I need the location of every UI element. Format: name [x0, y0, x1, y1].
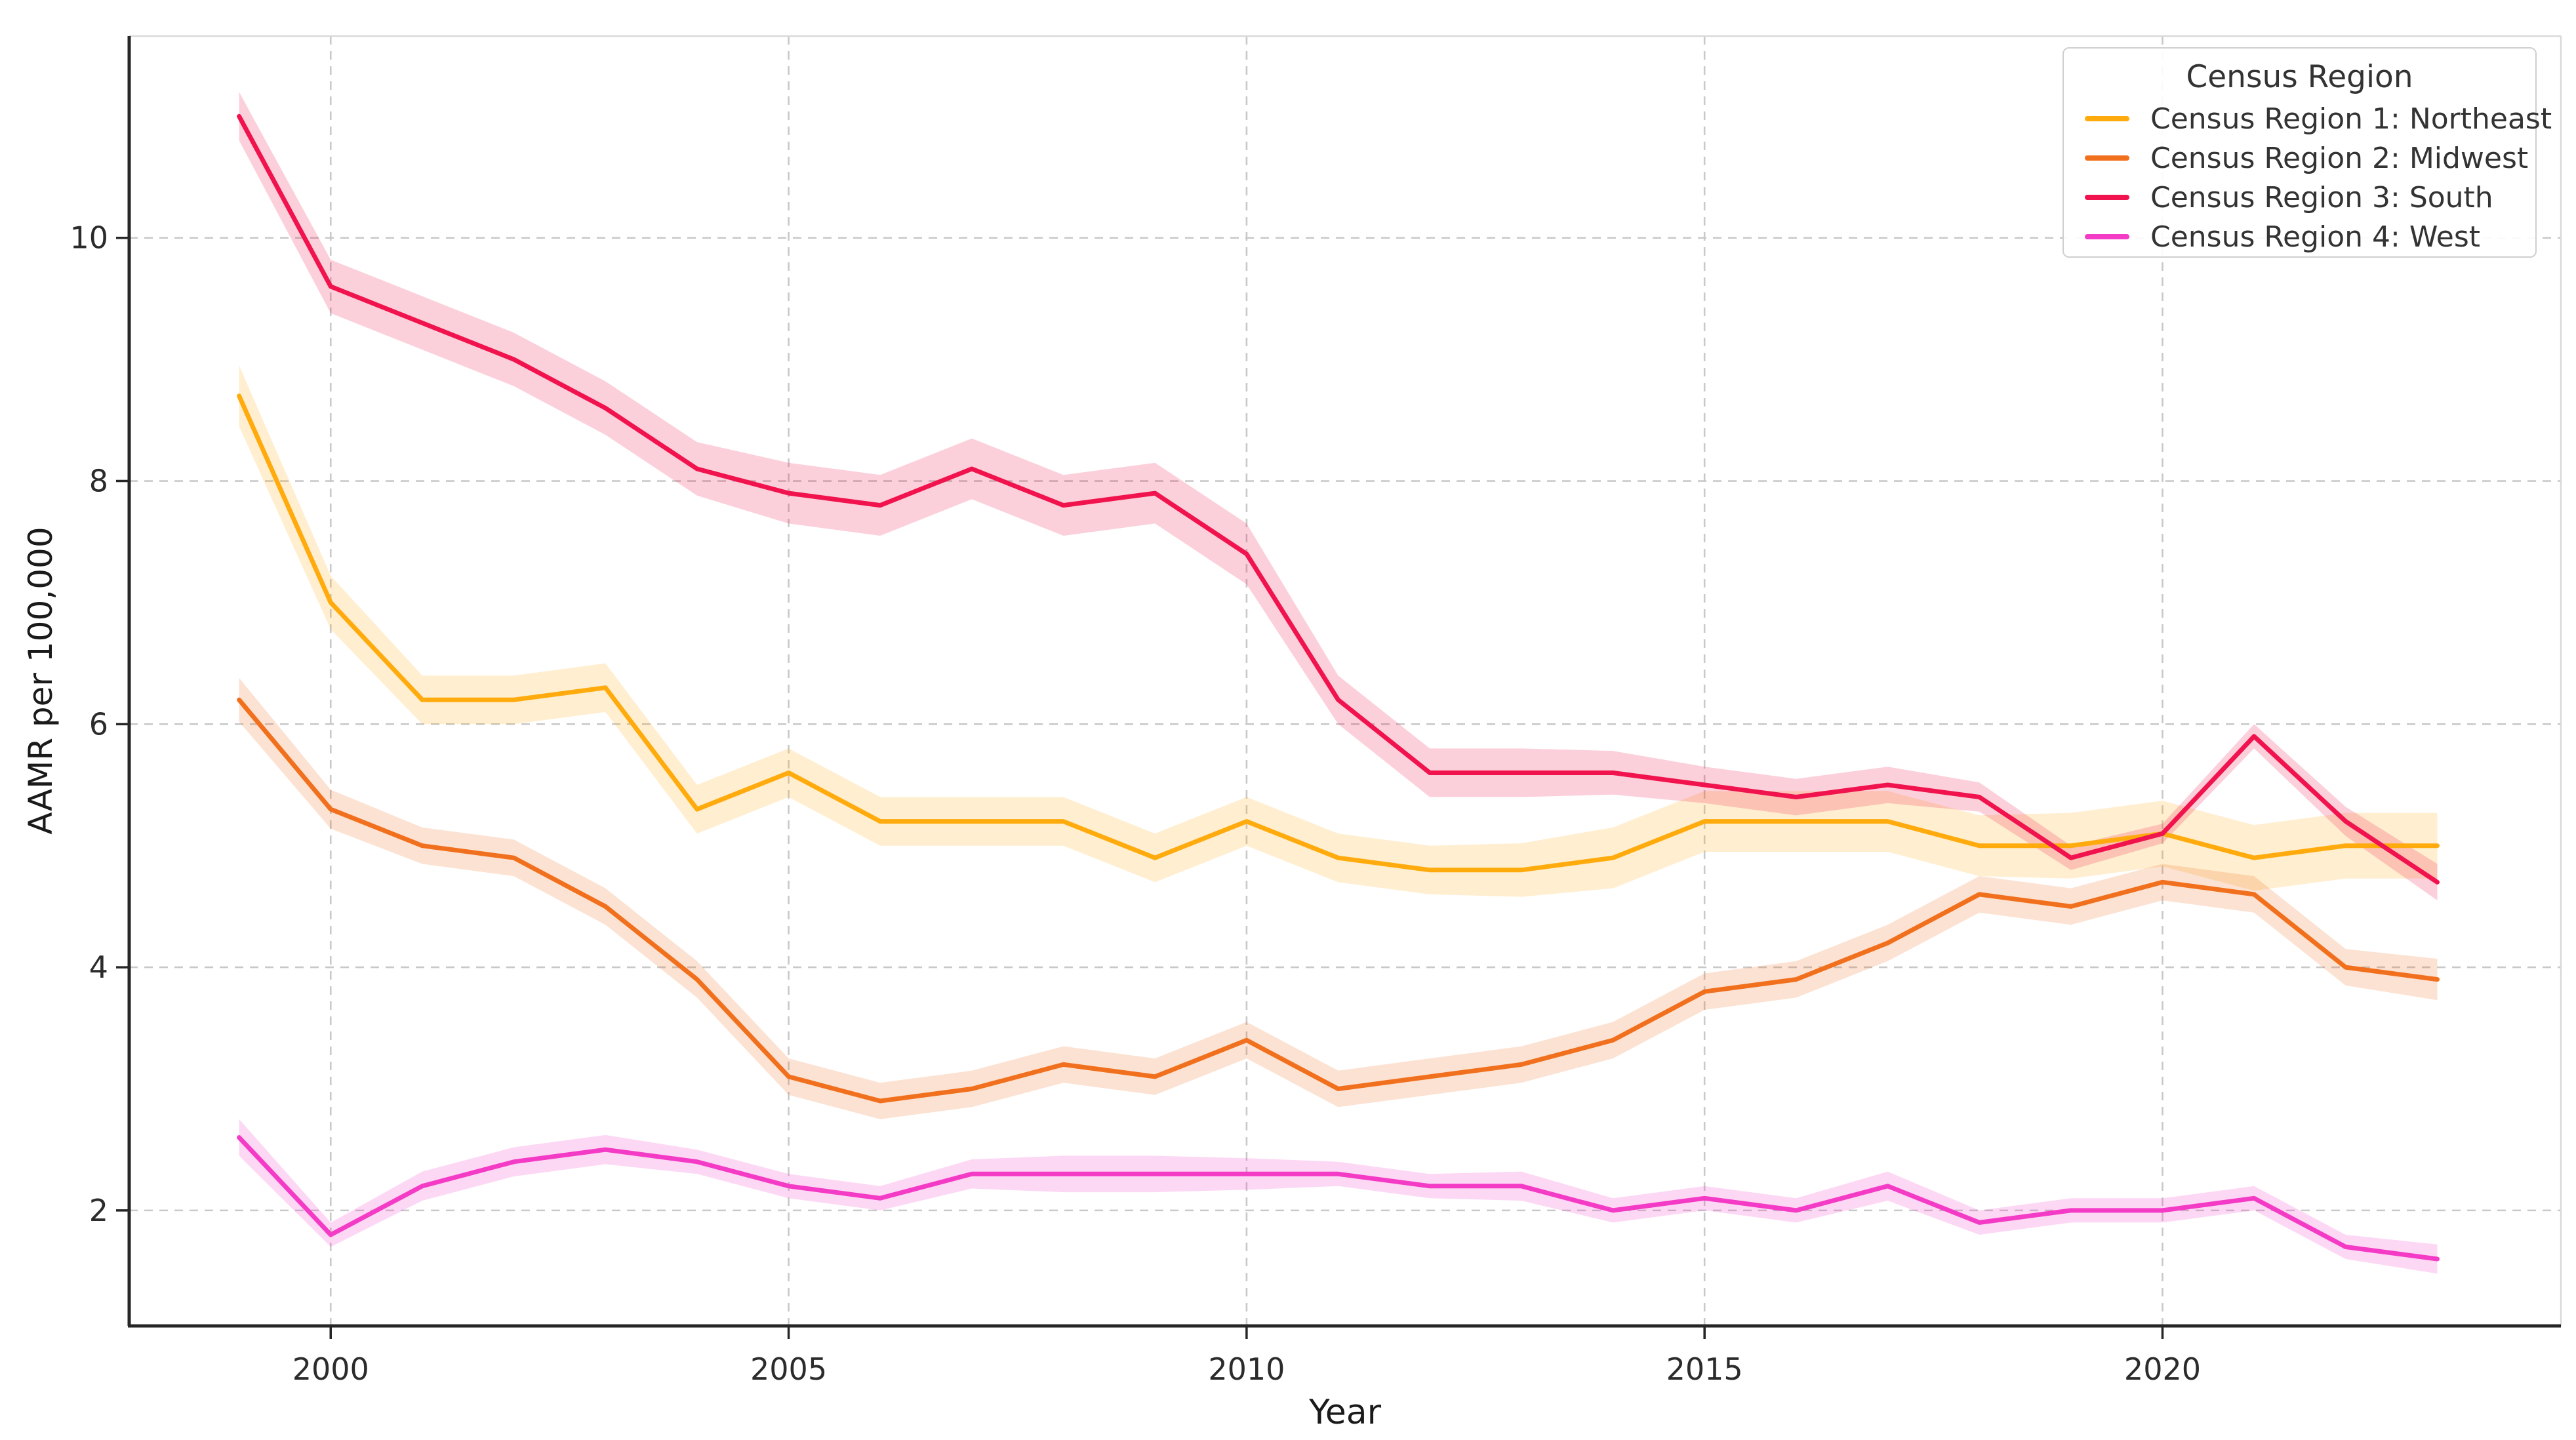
y-tick-label: 10 — [70, 220, 108, 256]
x-tick-label: 2010 — [1208, 1351, 1285, 1387]
series-band — [239, 1119, 2438, 1274]
legend-item-label: Census Region 1: Northeast — [2150, 102, 2552, 136]
x-tick-label: 2005 — [750, 1351, 827, 1387]
series-band — [239, 365, 2438, 897]
series-line — [237, 113, 2440, 885]
y-tick-label: 2 — [89, 1193, 108, 1228]
y-axis-title: AAMR per 100,000 — [22, 527, 60, 835]
legend-item-label: Census Region 2: Midwest — [2150, 141, 2529, 175]
x-tick-label: 2015 — [1666, 1351, 1743, 1387]
legend-item-label: Census Region 4: West — [2150, 220, 2480, 254]
series-line — [237, 697, 2440, 1104]
legend-item: Census Region 3: South — [2064, 178, 2535, 217]
y-tick-label: 6 — [89, 706, 108, 742]
legend-item-label: Census Region 3: South — [2150, 180, 2493, 214]
legend-swatch-line — [2085, 234, 2129, 239]
x-tick-label: 2000 — [292, 1351, 369, 1387]
legend-item: Census Region 4: West — [2064, 217, 2535, 256]
legend-items: Census Region 1: Northeast Census Region … — [2064, 99, 2552, 256]
series-line — [237, 393, 2440, 873]
y-tick-label: 4 — [89, 950, 108, 985]
y-tick-label: 8 — [89, 464, 108, 499]
series-line — [237, 1135, 2440, 1262]
legend-item: Census Region 2: Midwest — [2064, 138, 2535, 178]
legend: Census Region Census Region 1: Northeast… — [2063, 47, 2552, 258]
legend-item: Census Region 1: Northeast — [2064, 99, 2552, 138]
legend-title: Census Region — [2186, 59, 2413, 95]
legend-swatch-line — [2085, 116, 2129, 121]
legend-swatch-line — [2085, 195, 2129, 200]
legend-swatch-line — [2085, 155, 2129, 161]
x-tick-label: 2020 — [2124, 1351, 2201, 1387]
x-axis-title: Year — [1308, 1393, 1382, 1432]
